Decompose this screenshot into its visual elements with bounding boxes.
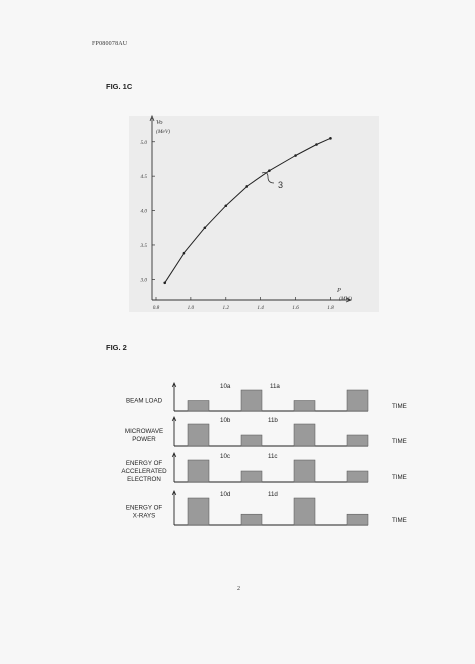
data-point	[315, 143, 318, 146]
data-point	[268, 169, 271, 172]
x-tick-label: 1.6	[292, 305, 299, 311]
pulse-bar	[187, 459, 210, 483]
low-pulse-reference: 11c	[268, 453, 278, 460]
x-tick-label: 1.0	[188, 305, 195, 311]
pulse-bar	[240, 513, 263, 526]
figure-2-label: FIG. 2	[106, 343, 127, 352]
high-pulse-reference: 10c	[220, 453, 230, 460]
y-tick-label: 3.0	[141, 277, 148, 283]
time-label: TIME	[392, 403, 407, 410]
low-pulse-reference: 11b	[268, 417, 278, 424]
time-label: TIME	[392, 474, 407, 481]
value-axis-arrow	[171, 416, 177, 422]
y-tick-label: 5.0	[141, 140, 148, 146]
curve-leader-line	[261, 172, 275, 184]
pulse-bar	[187, 423, 210, 447]
time-label: TIME	[392, 438, 407, 445]
pulse-bar	[293, 400, 316, 412]
signal-label: ELECTRON	[127, 476, 161, 483]
signal-label: MICROWAVE	[125, 428, 163, 435]
high-pulse-reference: 10d	[220, 491, 231, 498]
value-axis-arrow	[171, 490, 177, 496]
y-axis-arrow	[149, 114, 155, 122]
signal-label: POWER	[132, 436, 156, 443]
time-label: TIME	[392, 517, 407, 524]
signal-label: ENERGY OF	[126, 460, 163, 467]
timing-row: TIME BEAM LOAD 10a 11a	[126, 382, 407, 412]
y-axis-label: Vo	[156, 119, 163, 126]
data-point	[182, 251, 186, 255]
data-point	[203, 226, 207, 230]
x-tick-label: 1.8	[327, 305, 334, 311]
signal-label: ACCELERATED	[121, 468, 167, 475]
page-number: 2	[237, 586, 240, 592]
document-id: FP080078AU	[92, 41, 128, 47]
x-tick-label: 1.2	[223, 305, 230, 311]
pulse-bar	[346, 513, 369, 526]
value-axis-arrow	[171, 452, 177, 458]
curve-reference-label: 3	[278, 180, 283, 190]
chart-paper	[129, 116, 379, 312]
high-pulse-reference: 10b	[220, 417, 231, 424]
data-point	[294, 154, 297, 157]
pulse-bar	[240, 434, 263, 447]
high-pulse-reference: 10a	[220, 383, 231, 390]
pulse-bar	[293, 497, 316, 526]
y-tick-label: 4.5	[141, 173, 148, 180]
figure-1c-label: FIG. 1C	[106, 82, 133, 91]
value-axis-arrow	[171, 382, 177, 388]
signal-label: ENERGY OF	[126, 505, 163, 512]
y-tick-label: 3.5	[141, 243, 148, 249]
pulse-bar	[346, 470, 369, 483]
data-point	[329, 137, 332, 140]
data-point	[245, 185, 249, 188]
y-tick-label: 4.0	[141, 208, 148, 215]
x-axis-label: P	[336, 287, 341, 294]
low-pulse-reference: 11d	[268, 491, 278, 498]
pulse-bar	[240, 389, 263, 412]
y-axis-unit: (MeV)	[156, 128, 170, 135]
x-axis-unit: (MW)	[339, 295, 352, 302]
pulse-bar	[187, 497, 210, 526]
pulse-bar	[293, 459, 316, 483]
x-axis-arrow	[345, 297, 353, 303]
x-tick-label: 0.8	[153, 305, 160, 311]
timing-row: TIME ENERGY OFX-RAYS 10d 11d	[126, 490, 407, 526]
signal-label: X-RAYS	[133, 513, 156, 520]
pulse-bar	[346, 434, 369, 447]
pulse-bar	[240, 470, 263, 483]
signal-label: BEAM LOAD	[126, 398, 163, 405]
x-tick-label: 1.4	[257, 304, 264, 311]
pulse-bar	[187, 400, 210, 412]
pulse-bar	[293, 423, 316, 447]
low-pulse-reference: 11a	[270, 383, 280, 390]
pulse-bar	[346, 389, 369, 412]
data-point	[163, 281, 167, 285]
data-point	[224, 204, 228, 208]
